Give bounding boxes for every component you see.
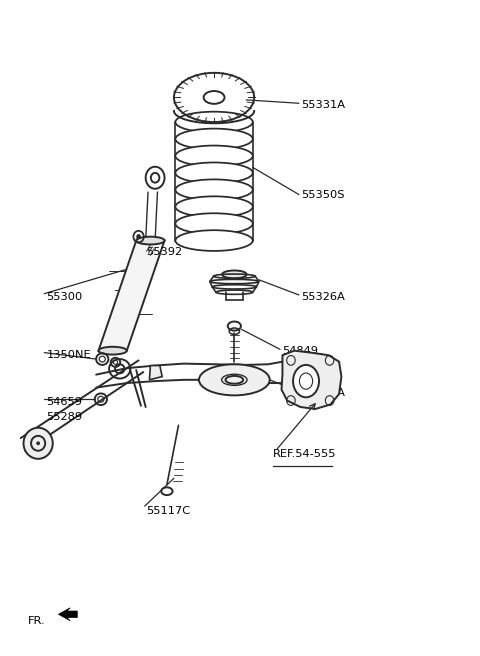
Ellipse shape bbox=[98, 347, 127, 354]
Ellipse shape bbox=[175, 163, 253, 183]
Ellipse shape bbox=[175, 230, 253, 251]
Ellipse shape bbox=[175, 129, 253, 150]
Text: 55289: 55289 bbox=[47, 413, 83, 422]
Ellipse shape bbox=[137, 234, 141, 239]
Ellipse shape bbox=[175, 112, 253, 133]
Text: FR.: FR. bbox=[28, 616, 46, 626]
Ellipse shape bbox=[175, 196, 253, 217]
Text: 55392: 55392 bbox=[145, 247, 182, 256]
Polygon shape bbox=[59, 608, 77, 621]
Ellipse shape bbox=[222, 270, 247, 278]
Text: REF.54-555: REF.54-555 bbox=[273, 449, 336, 459]
Text: 54849: 54849 bbox=[282, 346, 318, 356]
Text: 54659: 54659 bbox=[47, 398, 83, 407]
Text: 55117C: 55117C bbox=[145, 506, 190, 516]
Ellipse shape bbox=[175, 179, 253, 200]
Text: 55332A: 55332A bbox=[301, 388, 345, 398]
Ellipse shape bbox=[36, 441, 40, 445]
Text: 55350S: 55350S bbox=[301, 190, 345, 200]
Ellipse shape bbox=[175, 213, 253, 234]
Polygon shape bbox=[149, 365, 162, 380]
Text: 1350NE: 1350NE bbox=[47, 350, 91, 360]
Text: 55326A: 55326A bbox=[301, 292, 345, 302]
Text: 55331A: 55331A bbox=[301, 100, 345, 110]
Ellipse shape bbox=[24, 428, 53, 459]
Ellipse shape bbox=[136, 237, 165, 245]
Ellipse shape bbox=[175, 146, 253, 166]
Polygon shape bbox=[98, 241, 165, 351]
Text: 55300: 55300 bbox=[47, 292, 83, 302]
Ellipse shape bbox=[199, 364, 270, 396]
Ellipse shape bbox=[293, 365, 319, 398]
Polygon shape bbox=[281, 351, 341, 409]
